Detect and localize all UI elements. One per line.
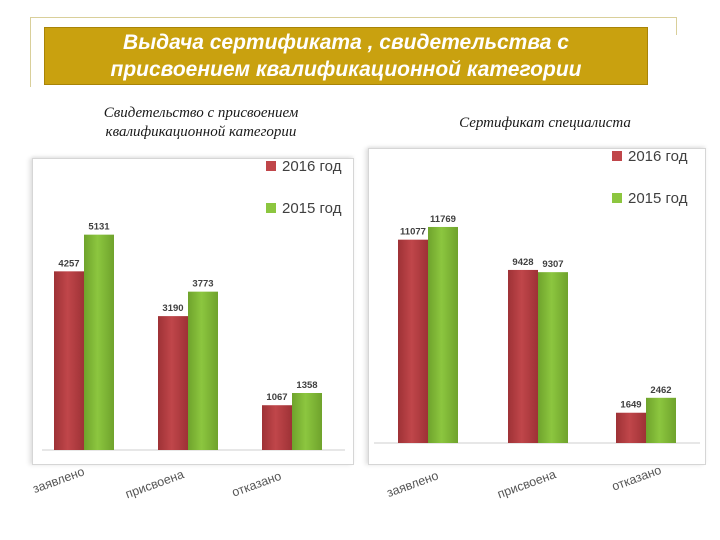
chart-1-subtitle-line-1: Свидетельство с присвоением: [103, 105, 299, 121]
chart-2-category-label: отказано: [610, 463, 663, 494]
chart-1-data-label: 5131: [88, 222, 110, 233]
chart-2-data-label: 11077: [400, 227, 426, 238]
chart-2-data-label: 11769: [430, 214, 456, 225]
page-title-line-2: присвоением квалификационной категории: [110, 58, 582, 81]
chart-1-bar-series1-2: [158, 316, 188, 450]
chart-1-bar-series1-1: [54, 271, 84, 450]
decorative-top-line: [30, 17, 676, 18]
chart-1-data-label: 4257: [58, 258, 79, 269]
chart-2-bar-series2-1: [428, 226, 458, 443]
page-title-line-1: Выдача сертификата , свидетельства с: [123, 31, 569, 54]
chart-2-bar-series1-2: [508, 269, 538, 443]
chart-2-subtitle: Сертификат специалиста: [400, 114, 690, 133]
decorative-left-line: [30, 17, 31, 87]
chart-1-category-label: отказано: [230, 469, 283, 500]
decorative-right-line: [676, 17, 677, 35]
chart-1-category-label: заявлено: [31, 464, 86, 496]
chart-1-bar-series2-1: [84, 234, 114, 450]
chart-1-bar-series2-2: [188, 291, 218, 450]
chart-1-legend-swatch: [266, 161, 276, 171]
chart-2-data-label: 1649: [620, 400, 641, 411]
chart-1-bar-series2-3: [292, 393, 322, 450]
chart-2-bar-series2-3: [646, 397, 676, 443]
chart-1-data-label: 1067: [266, 392, 287, 403]
chart-1-subtitle: Свидетельство с присвоением квалификацио…: [56, 104, 346, 142]
chart-1-category-label: присвоена: [123, 467, 185, 501]
chart-2-category-label: заявлено: [385, 468, 440, 500]
chart-1-data-label: 3190: [162, 303, 183, 314]
chart-2-legend-swatch: [612, 193, 622, 203]
chart-2-bar-series1-3: [616, 412, 646, 443]
chart-2-bar-series2-2: [538, 272, 568, 443]
chart-2-legend-label: 2015 год: [628, 190, 688, 207]
chart-1-data-label: 1358: [296, 380, 317, 391]
chart-2-data-label: 9307: [542, 259, 563, 270]
chart-2-data-label: 2462: [650, 385, 671, 396]
chart-2-legend-swatch: [612, 151, 622, 161]
chart-2-category-label: присвоена: [495, 467, 557, 501]
chart-1-legend-label: 2015 год: [282, 200, 342, 217]
chart-1-legend-label: 2016 год: [282, 158, 342, 175]
title-banner: Выдача сертификата , свидетельства с при…: [44, 27, 648, 85]
chart-1-data-label: 3773: [192, 279, 213, 290]
chart-1-subtitle-line-2: квалификационной категории: [105, 124, 297, 140]
chart-2-subtitle-line-1: Сертификат специалиста: [459, 115, 631, 131]
chart-2-data-label: 9428: [512, 257, 533, 268]
chart-1-bar-series1-3: [262, 405, 292, 450]
chart-2-legend-label: 2016 год: [628, 148, 688, 165]
chart-1-legend-swatch: [266, 203, 276, 213]
chart-2-bar-series1-1: [398, 239, 428, 443]
